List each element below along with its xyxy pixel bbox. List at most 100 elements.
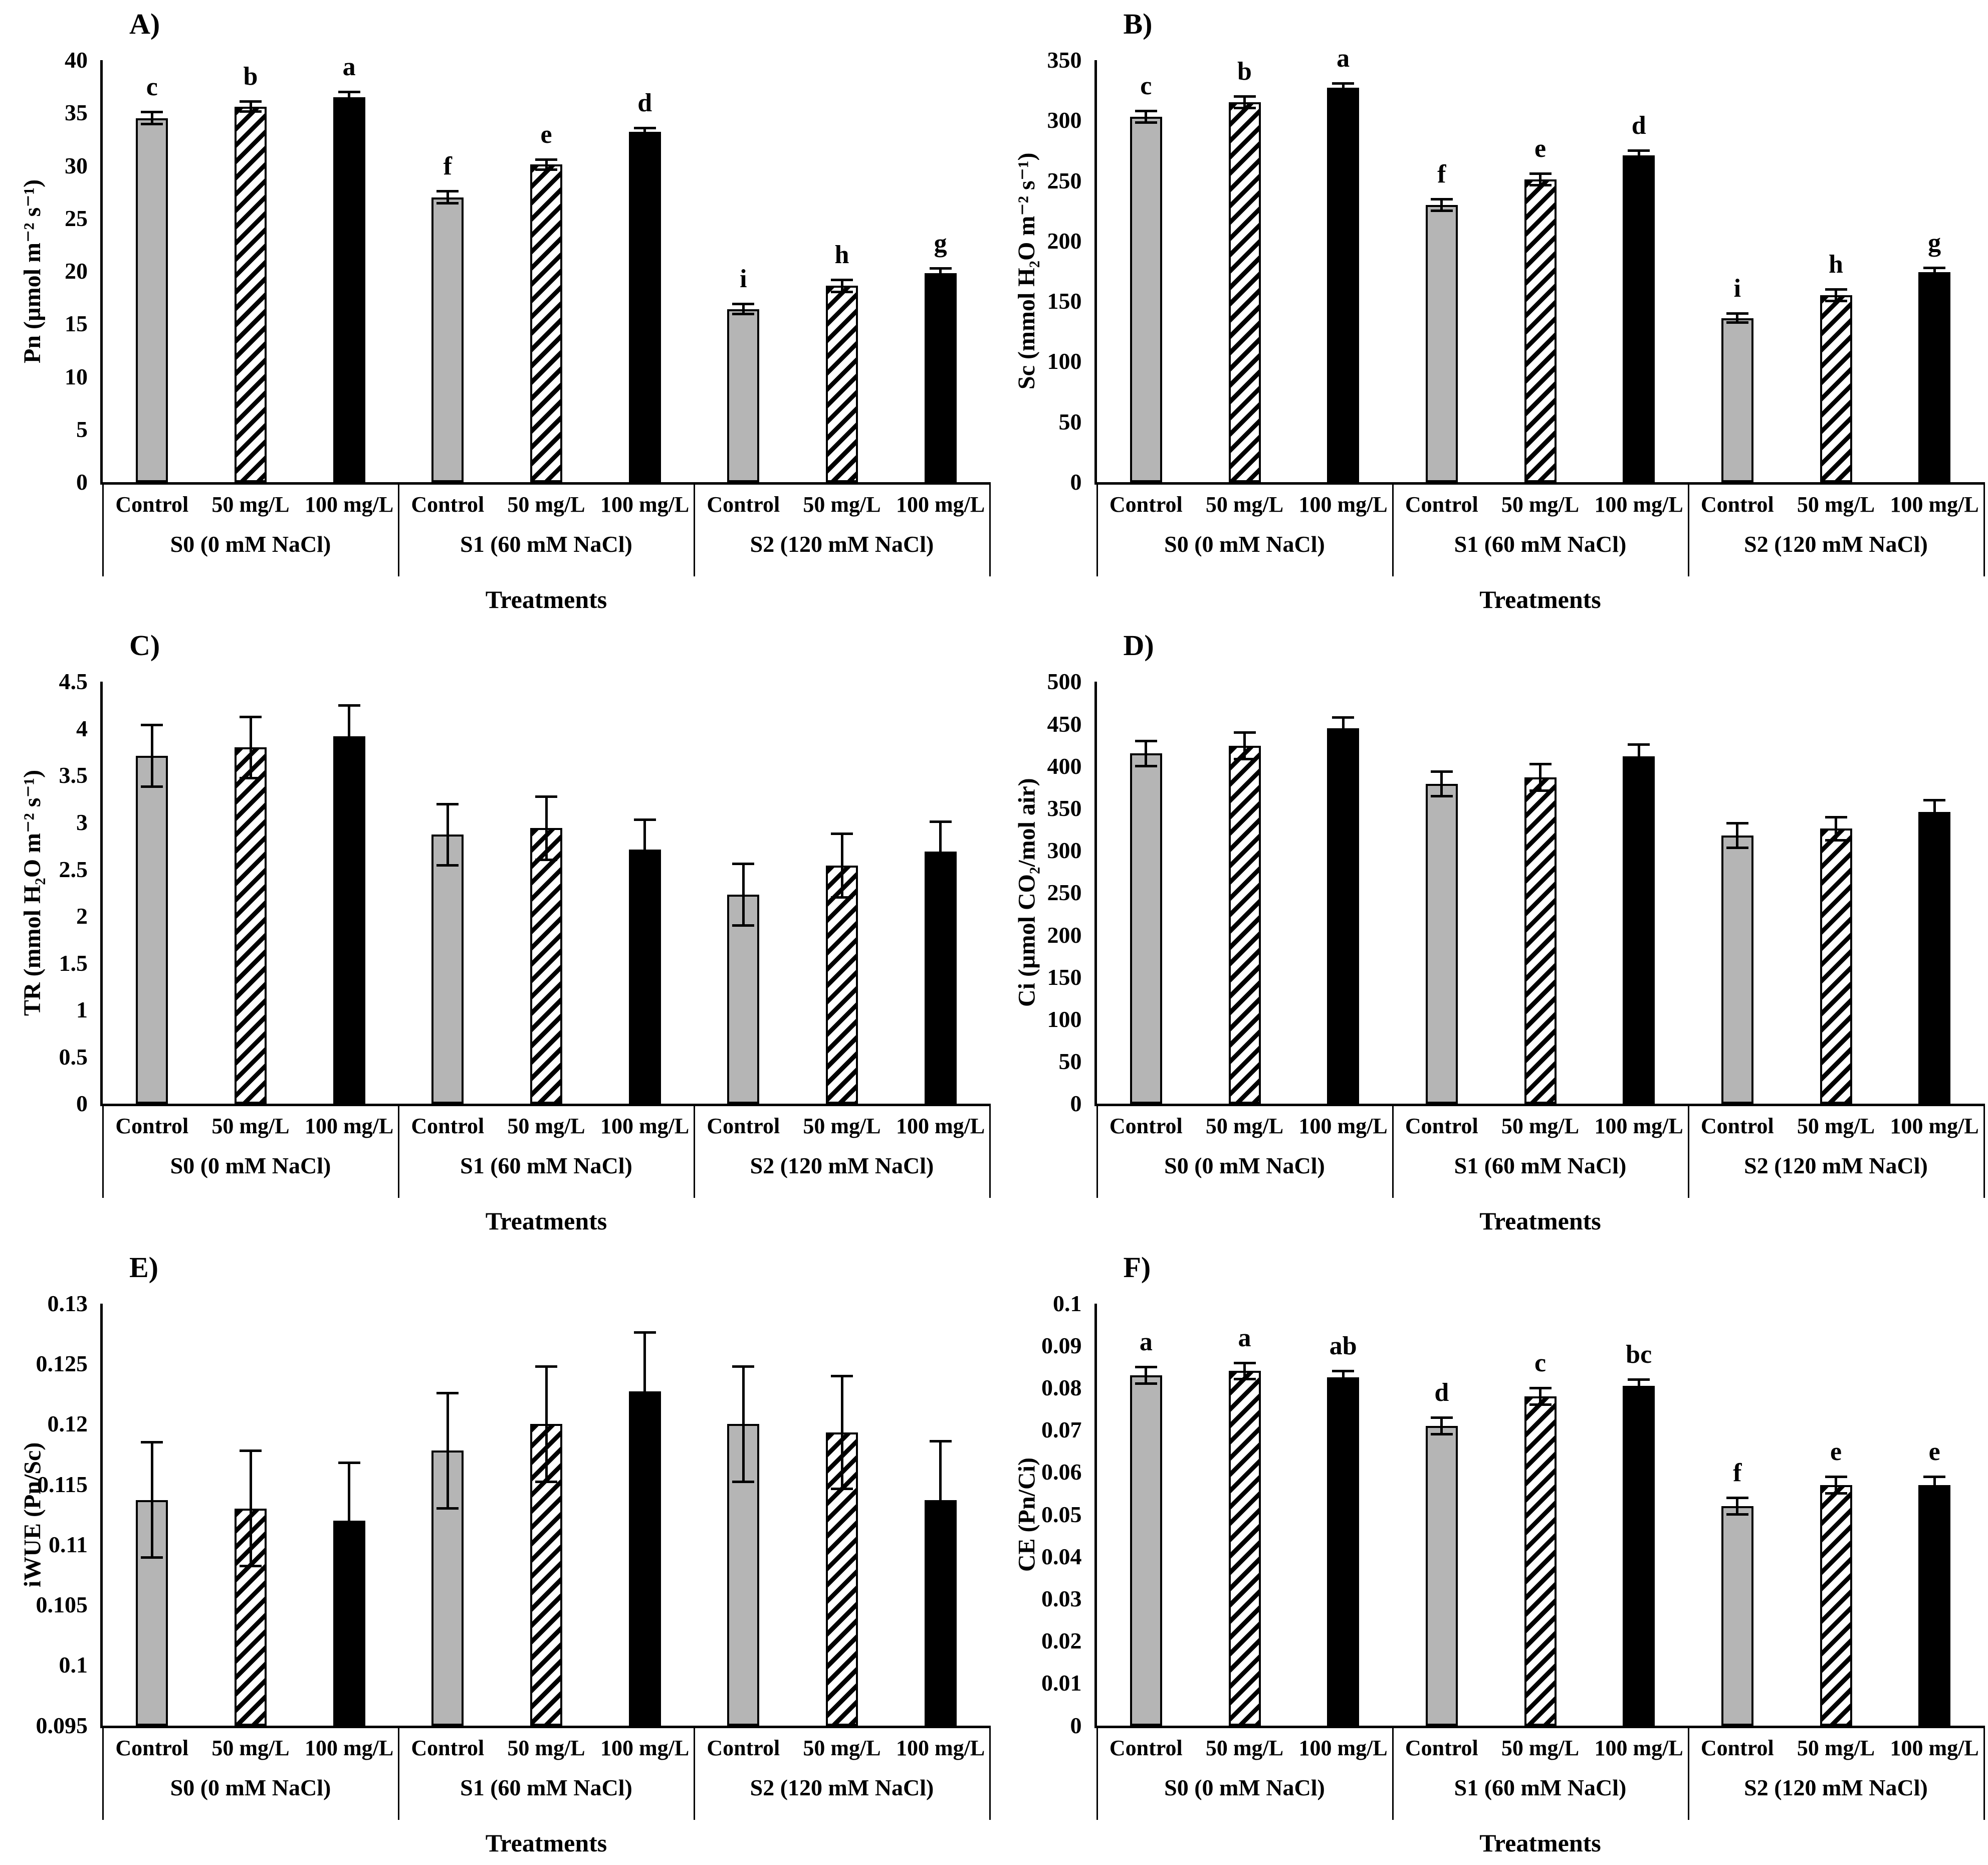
group-divider	[1096, 482, 1098, 576]
bar-black	[1918, 272, 1951, 482]
error-bar-cap-top	[1135, 740, 1157, 743]
treatment-label: 100 mg/L	[1298, 1735, 1388, 1760]
bar-hatch	[530, 828, 562, 1104]
error-bar	[545, 159, 548, 170]
treatment-label: 50 mg/L	[1205, 1735, 1284, 1760]
panel-D: D) Ci (µmol CO₂/mol air) 0 50 100 150 200 250 30…	[994, 621, 1988, 1243]
y-tick-label: 250	[1047, 167, 1082, 193]
treatment-label: 100 mg/L	[305, 1114, 394, 1139]
error-bar-cap-top	[633, 1331, 656, 1334]
bar-hatch	[1228, 102, 1261, 482]
y-tick-label: 100	[1047, 1006, 1082, 1032]
bar-black	[924, 273, 957, 482]
error-bar	[249, 101, 252, 112]
salinity-group-label: S2 (120 mM NaCl)	[1744, 531, 1928, 557]
y-tick-label: 0.06	[1041, 1459, 1082, 1485]
y-tick-label: 0.09	[1041, 1332, 1082, 1358]
error-bar	[1539, 763, 1541, 791]
error-bar-cap-top	[1332, 716, 1355, 719]
y-axis-title: TR (mmol H₂O m⁻² s⁻¹)	[19, 769, 46, 1016]
y-tick-label: 4.5	[59, 669, 88, 695]
treatment-label: 100 mg/L	[1298, 1114, 1388, 1139]
error-bar-cap-top	[436, 1391, 459, 1394]
error-bar	[1440, 771, 1443, 797]
bar-black	[1918, 1485, 1951, 1726]
x-axis-title: Treatments	[485, 585, 607, 613]
error-bar	[446, 1392, 449, 1509]
x-axis-line	[100, 1104, 990, 1107]
y-tick-label: 200	[1047, 922, 1082, 948]
error-bar-cap-bottom	[831, 896, 853, 899]
error-bar-cap-bottom	[141, 123, 163, 126]
error-bar-cap-bottom	[633, 1449, 656, 1452]
treatment-label: Control	[707, 1114, 780, 1139]
treatment-label: 100 mg/L	[600, 492, 690, 517]
salinity-group-label: S0 (0 mM NaCl)	[170, 1153, 331, 1179]
bar-hatch	[530, 164, 562, 482]
error-bar-cap-bottom	[1135, 121, 1157, 124]
bar-black	[1623, 155, 1655, 482]
y-tick-label: 40	[65, 47, 88, 73]
y-tick-label: 150	[1047, 288, 1082, 314]
treatment-label: Control	[411, 1735, 485, 1760]
error-bar-cap-bottom	[831, 291, 853, 294]
y-tick-label: 15	[65, 311, 88, 337]
error-bar-cap-bottom	[929, 880, 952, 883]
y-axis-line	[100, 1303, 103, 1728]
y-tick-label: 450	[1047, 711, 1082, 737]
panel-A: A) Pn (µmol m⁻² s⁻¹) 0 5 10 15 20 25 30 35 40 c Cont…	[0, 0, 994, 621]
panel-E: E) iWUE (Pn/Sc) 0.095 0.1 0.105 0.11 0.115 0.12…	[0, 1244, 994, 1865]
significance-letter: e	[1534, 134, 1547, 163]
error-bar-cap-top	[1726, 821, 1748, 824]
error-bar-cap-bottom	[732, 924, 755, 927]
x-axis-line	[1094, 1104, 1984, 1107]
x-axis-line	[1094, 1725, 1984, 1728]
error-bar-cap-top	[141, 724, 163, 727]
bar-hatch	[1820, 828, 1852, 1104]
error-bar-cap-top	[929, 1439, 952, 1442]
treatment-label: 100 mg/L	[1890, 492, 1979, 517]
y-tick-label: 0.125	[36, 1350, 88, 1376]
error-bar-cap-top	[732, 303, 755, 306]
error-bar	[446, 803, 449, 866]
error-bar-cap-top	[338, 704, 360, 707]
y-tick-label: 0.095	[36, 1712, 88, 1738]
bar-black	[628, 132, 661, 482]
treatment-label: 100 mg/L	[1594, 492, 1683, 517]
y-tick-label: 10	[65, 363, 88, 389]
treatment-label: Control	[115, 1735, 189, 1760]
bar-hatch	[235, 747, 267, 1104]
bar-black	[333, 736, 365, 1104]
y-tick-label: 0.12	[47, 1411, 88, 1437]
error-bar	[1933, 800, 1936, 824]
error-bar-cap-bottom	[1726, 321, 1748, 324]
significance-letter: f	[1437, 159, 1446, 188]
y-tick-label: 150	[1047, 964, 1082, 990]
y-tick-label: 35	[65, 100, 88, 126]
treatment-label: Control	[115, 1114, 189, 1139]
bar-control	[727, 895, 760, 1104]
significance-letter: e	[1928, 1437, 1940, 1466]
error-bar-cap-top	[732, 1365, 755, 1368]
y-tick-label: 0.08	[1041, 1375, 1082, 1401]
error-bar	[1342, 83, 1345, 93]
error-bar	[1145, 1366, 1148, 1384]
error-bar-cap-bottom	[1529, 184, 1552, 187]
treatment-label: 100 mg/L	[305, 1735, 394, 1760]
significance-letter: b	[243, 62, 258, 91]
y-tick-label: 3.5	[59, 762, 88, 788]
error-bar-cap-bottom	[1529, 789, 1552, 792]
group-divider	[398, 1725, 399, 1820]
treatment-label: 50 mg/L	[1205, 1114, 1284, 1139]
error-bar-cap-top	[535, 1365, 557, 1368]
group-divider	[1392, 482, 1394, 576]
error-bar	[249, 1450, 252, 1567]
salinity-group-label: S2 (120 mM NaCl)	[750, 1774, 934, 1800]
error-bar-cap-bottom	[1233, 107, 1256, 110]
y-tick-label: 0.05	[1041, 1501, 1082, 1527]
y-tick-label: 0	[1070, 1712, 1082, 1738]
significance-letter: a	[342, 53, 356, 82]
error-bar	[1835, 289, 1837, 302]
y-tick-label: 300	[1047, 107, 1082, 133]
error-bar-cap-bottom	[1628, 1390, 1650, 1393]
